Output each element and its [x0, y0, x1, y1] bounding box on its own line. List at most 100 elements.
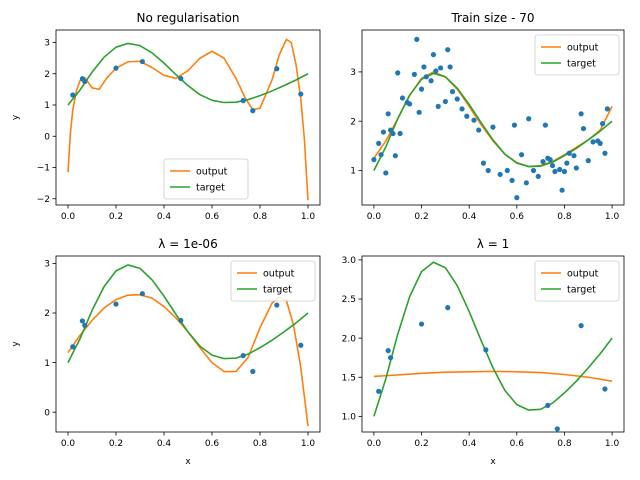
- data-point: [240, 98, 246, 104]
- data-point: [371, 157, 377, 163]
- data-point: [274, 66, 280, 72]
- legend-label-target: target: [567, 285, 596, 296]
- x-tick-label: 0.8: [557, 212, 572, 222]
- data-point: [378, 152, 384, 158]
- y-tick-label: 2: [44, 70, 50, 80]
- data-point: [561, 168, 568, 175]
- data-point: [383, 170, 389, 176]
- legend-label-output: output: [263, 269, 295, 280]
- y-tick-label: 3: [350, 68, 356, 78]
- y-tick-label: 2: [350, 117, 356, 127]
- data-point: [416, 109, 422, 115]
- data-point: [418, 321, 425, 327]
- y-tick-label: 3.0: [342, 256, 357, 266]
- data-point: [571, 153, 577, 159]
- x-axis-label: x: [490, 457, 496, 467]
- scatter-points: [371, 36, 610, 201]
- series-line-target: [373, 72, 613, 171]
- data-point: [485, 167, 491, 174]
- data-point: [385, 348, 391, 354]
- data-point: [497, 171, 503, 178]
- data-point: [298, 91, 304, 97]
- scatter-points: [70, 291, 304, 375]
- data-point: [178, 317, 184, 324]
- data-point: [428, 78, 434, 84]
- data-point: [526, 116, 532, 122]
- y-tick-label: 1: [44, 359, 50, 369]
- x-tick-label: 0.2: [414, 212, 428, 222]
- x-tick-label: 0.8: [557, 439, 572, 449]
- legend-box: [534, 260, 620, 302]
- x-tick-label: 0.2: [109, 439, 123, 449]
- chart-panel-3: λ = 1e-06 0.0 0.2 0.4 0.6 0.8 1.0 0 1 2 3 y x output t…: [11, 237, 321, 467]
- series-lines: [373, 71, 613, 171]
- x-tick-label: 0.0: [367, 212, 382, 222]
- data-point: [414, 36, 420, 42]
- data-point: [79, 318, 85, 324]
- axes-frame: [361, 29, 625, 206]
- data-point: [480, 160, 487, 166]
- x-tick-label: 0.2: [109, 212, 123, 222]
- y-tick-label: 0: [44, 408, 50, 418]
- data-point: [454, 96, 460, 102]
- data-point: [573, 165, 579, 171]
- data-point: [385, 111, 391, 117]
- x-tick-label: 0.4: [157, 212, 172, 222]
- data-point: [464, 113, 470, 119]
- data-point: [438, 65, 444, 71]
- data-point: [597, 140, 603, 146]
- data-point: [471, 117, 477, 123]
- data-point: [602, 150, 608, 156]
- data-point: [549, 162, 556, 169]
- data-point: [509, 177, 515, 183]
- data-point: [411, 71, 417, 77]
- data-point: [511, 122, 518, 128]
- data-point: [250, 108, 256, 114]
- data-point: [564, 160, 570, 166]
- legend-label-output: output: [567, 43, 599, 54]
- data-point: [490, 124, 496, 130]
- data-point: [459, 106, 465, 112]
- chart-panel-2: Train size - 70 0.0 0.2 0.4 0.6 0.8 1.0 1 2 3 outp…: [350, 11, 625, 222]
- x-tick-label: 1.0: [301, 439, 316, 449]
- data-point: [518, 152, 525, 158]
- y-tick-label: 1.5: [342, 373, 356, 383]
- legend: output target: [163, 158, 249, 200]
- data-point: [70, 344, 76, 350]
- data-point: [540, 159, 546, 165]
- x-tick-label: 0.8: [253, 439, 268, 449]
- y-tick-label: 3: [44, 260, 50, 270]
- data-point: [390, 130, 396, 137]
- series-line-target: [67, 42, 309, 106]
- data-point: [423, 74, 429, 80]
- chart-title: No regularisation: [137, 11, 240, 25]
- y-axis-label: y: [11, 114, 21, 120]
- data-point: [547, 157, 553, 163]
- data-point: [433, 68, 439, 74]
- legend: output target: [534, 260, 620, 302]
- x-tick-label: 0.6: [205, 439, 220, 449]
- y-tick-label: 2.0: [342, 334, 357, 344]
- legend-label-target: target: [567, 59, 596, 70]
- y-tick-label: 2: [44, 309, 50, 319]
- data-point: [139, 58, 145, 65]
- data-point: [602, 386, 608, 392]
- data-point: [552, 168, 558, 175]
- data-point: [380, 129, 387, 135]
- legend-label-target: target: [196, 183, 225, 194]
- data-point: [298, 342, 304, 348]
- data-point: [447, 64, 453, 70]
- data-point: [585, 158, 591, 164]
- data-point: [557, 166, 563, 173]
- data-point: [449, 89, 456, 95]
- axes-frame: [55, 255, 321, 433]
- data-point: [82, 322, 88, 329]
- series-line-output: [373, 370, 613, 382]
- data-point: [476, 127, 482, 133]
- data-point: [240, 353, 246, 359]
- legend: output target: [230, 260, 316, 302]
- x-tick-label: 0.4: [462, 212, 477, 222]
- x-tick-label: 0.6: [510, 212, 525, 222]
- data-point: [445, 47, 451, 53]
- x-tick-label: 0.4: [462, 439, 477, 449]
